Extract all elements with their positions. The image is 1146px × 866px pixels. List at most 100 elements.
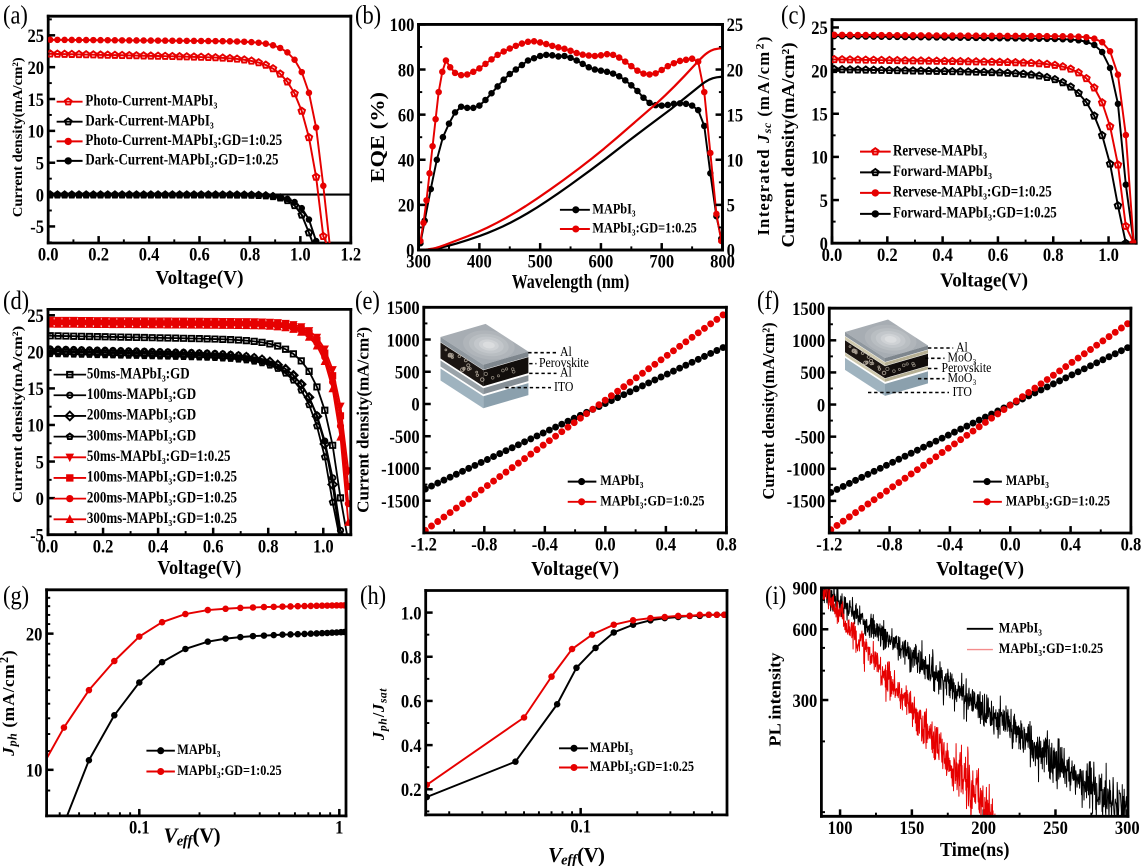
svg-text:0.6: 0.6	[988, 245, 1009, 266]
svg-text:200ms-MAPbI₃:GD=1:0.25: 200ms-MAPbI₃:GD=1:0.25	[87, 489, 237, 506]
svg-text:0.4: 0.4	[401, 736, 422, 757]
svg-text:MoO₃: MoO₃	[948, 371, 977, 386]
svg-text:1.0: 1.0	[290, 245, 311, 266]
svg-text:PL intensity: PL intensity	[765, 652, 784, 746]
svg-text:0.1: 0.1	[129, 818, 150, 839]
svg-text:Voltage(V): Voltage(V)	[157, 557, 241, 579]
svg-text:MAPbI₃: MAPbI₃	[999, 620, 1043, 636]
svg-text:20: 20	[28, 58, 45, 79]
svg-text:Perovskite: Perovskite	[539, 356, 589, 371]
svg-text:-1000: -1000	[787, 460, 826, 481]
svg-text:50ms-MAPbI₃:GD: 50ms-MAPbI₃:GD	[87, 365, 190, 382]
svg-text:-0.4: -0.4	[937, 535, 963, 556]
svg-text:10: 10	[727, 151, 744, 172]
svg-text:20: 20	[811, 61, 828, 82]
svg-text:Current density(mA/cm²): Current density(mA/cm²)	[10, 326, 26, 503]
svg-text:60: 60	[398, 105, 415, 126]
svg-text:-0.4: -0.4	[532, 535, 558, 556]
svg-text:Forward-MAPbI₃:GD=1:0.25: Forward-MAPbI₃:GD=1:0.25	[893, 205, 1057, 222]
svg-text:Time(ns): Time(ns)	[940, 839, 1010, 861]
svg-text:J p h: J p h ( m A / c m ) 2	[0, 645, 21, 757]
svg-text:-1500: -1500	[381, 491, 420, 512]
svg-text:5: 5	[727, 196, 735, 217]
svg-text:V e f f: V e f f ( V )	[164, 823, 221, 851]
svg-text:MAPbI₃: MAPbI₃	[600, 473, 644, 489]
svg-text:1000: 1000	[387, 330, 420, 351]
svg-text:1.0: 1.0	[1098, 245, 1119, 266]
svg-text:150: 150	[899, 818, 924, 839]
svg-text:500: 500	[800, 363, 825, 384]
svg-text:5: 5	[820, 191, 828, 212]
svg-text:25: 25	[27, 306, 44, 327]
svg-text:Dark-Current-MAPbI₃: Dark-Current-MAPbI₃	[85, 112, 214, 129]
svg-text:0.2: 0.2	[88, 245, 109, 266]
svg-text:-0.8: -0.8	[877, 535, 903, 556]
svg-text:Wavelength (nm): Wavelength (nm)	[512, 271, 630, 293]
svg-text:(b): (b)	[355, 0, 381, 29]
svg-text:5: 5	[36, 452, 44, 473]
svg-text:25: 25	[811, 18, 828, 39]
svg-text:Perovskite: Perovskite	[942, 361, 992, 376]
svg-text:0.6: 0.6	[203, 536, 224, 557]
svg-text:15: 15	[28, 90, 45, 111]
svg-text:80: 80	[398, 60, 415, 81]
svg-text:0.8: 0.8	[240, 245, 261, 266]
svg-text:-5: -5	[30, 525, 44, 546]
svg-text:0: 0	[406, 241, 414, 262]
svg-text:600: 600	[589, 252, 614, 273]
svg-text:40: 40	[398, 151, 415, 172]
svg-text:-500: -500	[389, 427, 419, 448]
svg-text:10: 10	[811, 148, 828, 169]
svg-text:MoO₃: MoO₃	[948, 351, 977, 366]
svg-text:20: 20	[727, 60, 744, 81]
svg-text:20: 20	[26, 624, 43, 645]
svg-text:J J p h: J J p h s a t /	[364, 683, 391, 741]
svg-text:0.0: 0.0	[38, 536, 59, 557]
svg-text:0.2: 0.2	[93, 536, 114, 557]
svg-text:MAPbI₃:GD=1:0.25: MAPbI₃:GD=1:0.25	[592, 220, 696, 236]
svg-text:Current density(mA/cm²): Current density(mA/cm²)	[759, 322, 778, 499]
svg-text:ITO: ITO	[554, 380, 573, 395]
svg-text:MAPbI₃:GD=1:0.25: MAPbI₃:GD=1:0.25	[590, 759, 694, 775]
svg-text:0: 0	[411, 395, 419, 416]
svg-text:(f): (f)	[757, 285, 779, 315]
svg-text:0: 0	[817, 395, 825, 416]
svg-text:-500: -500	[795, 427, 825, 448]
svg-text:0.8: 0.8	[1043, 245, 1064, 266]
svg-text:300: 300	[406, 252, 431, 273]
svg-text:15: 15	[727, 105, 744, 126]
svg-text:1500: 1500	[387, 298, 420, 319]
svg-text:-1500: -1500	[787, 492, 826, 513]
svg-text:0.0: 0.0	[38, 245, 59, 266]
svg-text:MAPbI₃:GD=1:0.25: MAPbI₃:GD=1:0.25	[600, 493, 704, 509]
svg-text:Current density(mA/cm²): Current density(mA/cm²)	[778, 43, 799, 248]
svg-text:0: 0	[727, 241, 735, 262]
svg-text:0.8: 0.8	[258, 536, 279, 557]
svg-text:0.2: 0.2	[401, 780, 422, 801]
svg-text:ITO: ITO	[953, 385, 972, 400]
svg-text:15: 15	[811, 105, 828, 126]
svg-text:1.0: 1.0	[313, 536, 334, 557]
svg-text:-5: -5	[30, 217, 44, 238]
svg-text:600: 600	[792, 620, 817, 641]
svg-text:MAPbI₃: MAPbI₃	[177, 742, 221, 758]
svg-text:Forward-MAPbI₃: Forward-MAPbI₃	[893, 163, 992, 180]
svg-text:Current density(mA/cm²): Current density(mA/cm²)	[353, 327, 372, 513]
svg-text:(d): (d)	[3, 285, 29, 315]
svg-text:0: 0	[36, 489, 44, 510]
svg-text:Photo-Current-MAPbI₃:GD=1:0.25: Photo-Current-MAPbI₃:GD=1:0.25	[85, 132, 282, 149]
svg-text:900: 900	[792, 579, 817, 600]
svg-text:0.0: 0.0	[1000, 535, 1021, 556]
svg-text:MAPbI₃:GD=1:0.25: MAPbI₃:GD=1:0.25	[999, 641, 1103, 657]
svg-text:1.0: 1.0	[401, 603, 422, 624]
svg-text:MAPbI₃:GD=1:0.25: MAPbI₃:GD=1:0.25	[1006, 493, 1110, 509]
svg-text:0.4: 0.4	[656, 535, 677, 556]
svg-text:300: 300	[792, 691, 817, 712]
svg-text:25: 25	[727, 15, 744, 36]
svg-text:0.0: 0.0	[822, 245, 843, 266]
svg-text:0.1: 0.1	[570, 817, 591, 838]
svg-text:0.2: 0.2	[877, 245, 898, 266]
svg-text:1000: 1000	[792, 331, 825, 352]
svg-text:0.4: 0.4	[932, 245, 953, 266]
svg-text:0.4: 0.4	[139, 245, 160, 266]
